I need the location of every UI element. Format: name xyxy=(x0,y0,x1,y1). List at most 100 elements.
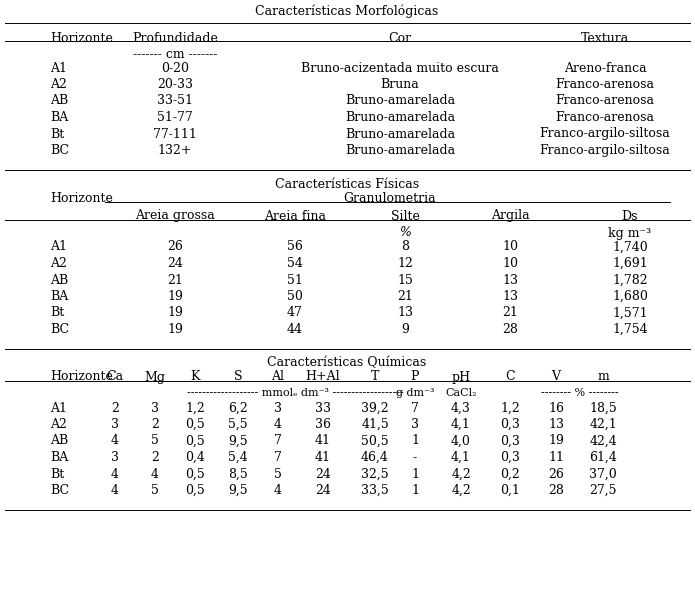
Text: Bt: Bt xyxy=(50,467,64,481)
Text: Franco-argilo-siltosa: Franco-argilo-siltosa xyxy=(539,144,671,157)
Text: 41: 41 xyxy=(315,451,331,464)
Text: 0,5: 0,5 xyxy=(185,418,205,431)
Text: 32,5: 32,5 xyxy=(361,467,389,481)
Text: 50: 50 xyxy=(287,290,303,303)
Text: 5,4: 5,4 xyxy=(228,451,248,464)
Text: Silte: Silte xyxy=(391,209,420,223)
Text: 8,5: 8,5 xyxy=(228,467,248,481)
Text: 24: 24 xyxy=(315,484,331,497)
Text: Bruna: Bruna xyxy=(381,78,419,91)
Text: H+Al: H+Al xyxy=(306,370,341,384)
Text: 4,3: 4,3 xyxy=(451,402,471,414)
Text: m: m xyxy=(597,370,609,384)
Text: 54: 54 xyxy=(287,257,303,270)
Text: -------- % --------: -------- % -------- xyxy=(541,388,619,398)
Text: 18,5: 18,5 xyxy=(589,402,617,414)
Text: 0,3: 0,3 xyxy=(500,451,520,464)
Text: 4: 4 xyxy=(151,467,159,481)
Text: Al: Al xyxy=(272,370,284,384)
Text: A2: A2 xyxy=(50,257,67,270)
Text: Bruno-amarelada: Bruno-amarelada xyxy=(345,111,455,124)
Text: Características Químicas: Características Químicas xyxy=(268,356,427,370)
Text: ------------------- mmolₑ dm⁻³ -------------------: ------------------- mmolₑ dm⁻³ ---------… xyxy=(187,388,403,398)
Text: 13: 13 xyxy=(502,274,518,286)
Text: 61,4: 61,4 xyxy=(589,451,617,464)
Text: 1,754: 1,754 xyxy=(612,323,648,336)
Text: 0,3: 0,3 xyxy=(500,418,520,431)
Text: A1: A1 xyxy=(50,402,67,414)
Text: 1,691: 1,691 xyxy=(612,257,648,270)
Text: 4: 4 xyxy=(111,484,119,497)
Text: 0,1: 0,1 xyxy=(500,484,520,497)
Text: 1: 1 xyxy=(411,484,419,497)
Text: 4,2: 4,2 xyxy=(451,484,471,497)
Text: 8: 8 xyxy=(401,241,409,253)
Text: Areia fina: Areia fina xyxy=(264,209,326,223)
Text: P: P xyxy=(411,370,419,384)
Text: C: C xyxy=(505,370,515,384)
Text: 3: 3 xyxy=(274,402,282,414)
Text: K: K xyxy=(190,370,199,384)
Text: 10: 10 xyxy=(502,257,518,270)
Text: AB: AB xyxy=(50,95,68,107)
Text: S: S xyxy=(234,370,243,384)
Text: 6,2: 6,2 xyxy=(228,402,248,414)
Text: 0,3: 0,3 xyxy=(500,435,520,447)
Text: A2: A2 xyxy=(50,418,67,431)
Text: 5: 5 xyxy=(151,484,159,497)
Text: Franco-arenosa: Franco-arenosa xyxy=(555,111,655,124)
Text: 7: 7 xyxy=(411,402,419,414)
Text: 24: 24 xyxy=(167,257,183,270)
Text: 0-20: 0-20 xyxy=(161,62,189,75)
Text: BC: BC xyxy=(50,484,69,497)
Text: 4: 4 xyxy=(274,418,282,431)
Text: 13: 13 xyxy=(397,306,413,320)
Text: 0,5: 0,5 xyxy=(185,467,205,481)
Text: 37,0: 37,0 xyxy=(589,467,617,481)
Text: 1,2: 1,2 xyxy=(500,402,520,414)
Text: A2: A2 xyxy=(50,78,67,91)
Text: 7: 7 xyxy=(274,451,282,464)
Text: 21: 21 xyxy=(167,274,183,286)
Text: 16: 16 xyxy=(548,402,564,414)
Text: 0,4: 0,4 xyxy=(185,451,205,464)
Text: Bruno-amarelada: Bruno-amarelada xyxy=(345,95,455,107)
Text: 21: 21 xyxy=(502,306,518,320)
Text: 4: 4 xyxy=(111,435,119,447)
Text: BC: BC xyxy=(50,144,69,157)
Text: 12: 12 xyxy=(397,257,413,270)
Text: AB: AB xyxy=(50,274,68,286)
Text: 51-77: 51-77 xyxy=(157,111,193,124)
Text: BA: BA xyxy=(50,451,68,464)
Text: g dm⁻³: g dm⁻³ xyxy=(395,388,434,398)
Text: 0,5: 0,5 xyxy=(185,435,205,447)
Text: Profundidade: Profundidade xyxy=(132,31,218,45)
Text: Ds: Ds xyxy=(622,209,638,223)
Text: 2: 2 xyxy=(151,418,159,431)
Text: 28: 28 xyxy=(502,323,518,336)
Text: 42,1: 42,1 xyxy=(589,418,617,431)
Text: 9: 9 xyxy=(401,323,409,336)
Text: 4,2: 4,2 xyxy=(451,467,471,481)
Text: Franco-argilo-siltosa: Franco-argilo-siltosa xyxy=(539,127,671,140)
Text: 24: 24 xyxy=(315,467,331,481)
Text: 19: 19 xyxy=(548,435,564,447)
Text: A1: A1 xyxy=(50,241,67,253)
Text: 4: 4 xyxy=(274,484,282,497)
Text: 21: 21 xyxy=(397,290,413,303)
Text: 4,0: 4,0 xyxy=(451,435,471,447)
Text: 36: 36 xyxy=(315,418,331,431)
Text: 51: 51 xyxy=(287,274,303,286)
Text: Características Físicas: Características Físicas xyxy=(275,177,419,191)
Text: 39,2: 39,2 xyxy=(361,402,389,414)
Text: 3: 3 xyxy=(111,418,119,431)
Text: 41: 41 xyxy=(315,435,331,447)
Text: 4: 4 xyxy=(111,467,119,481)
Text: 47: 47 xyxy=(287,306,303,320)
Text: Características Morfológicas: Características Morfológicas xyxy=(255,5,439,19)
Text: 5: 5 xyxy=(151,435,159,447)
Text: 13: 13 xyxy=(502,290,518,303)
Text: -: - xyxy=(413,451,417,464)
Text: BC: BC xyxy=(50,323,69,336)
Text: 15: 15 xyxy=(397,274,413,286)
